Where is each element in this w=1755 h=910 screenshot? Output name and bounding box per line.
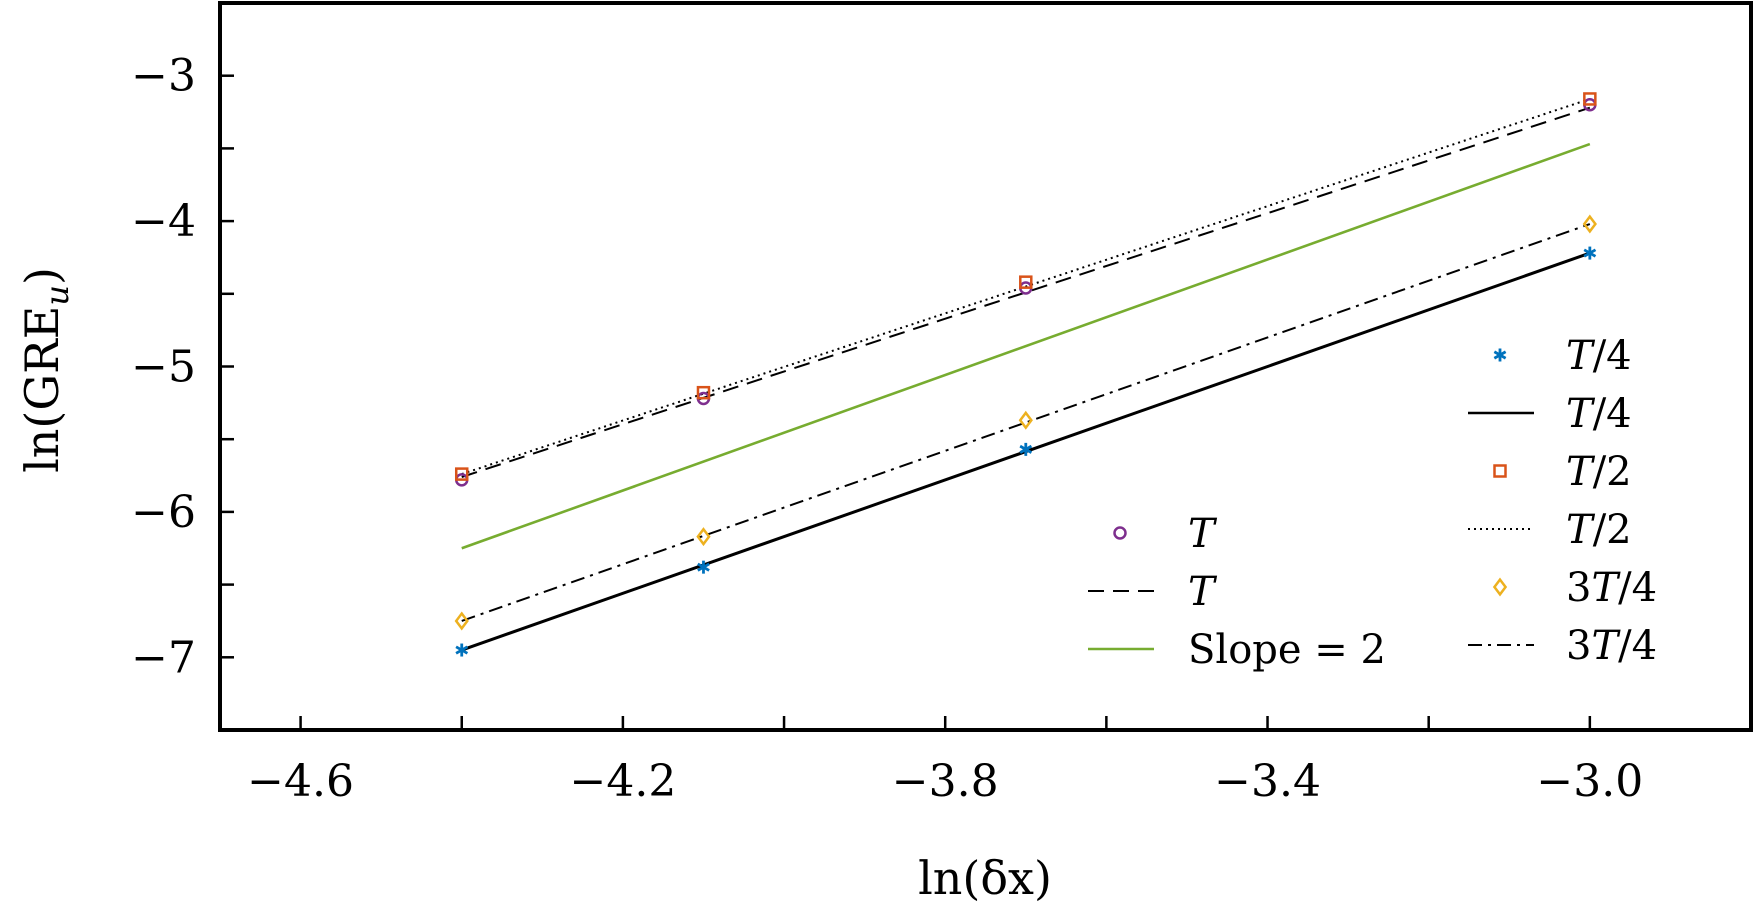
series-line-slope-2: [461, 142, 1591, 550]
data-point-diamond: [454, 611, 469, 631]
x-tick-label: −4.6: [247, 756, 354, 807]
y-axis-title-subscript: u: [38, 285, 76, 306]
x-tick-label: −3.8: [892, 756, 999, 807]
y-axis-title: ln(GREu): [15, 267, 76, 473]
data-point-diamond: [696, 527, 711, 547]
legend-label: T/2: [1566, 507, 1632, 553]
y-tick-label: −7: [131, 632, 196, 683]
legend-label: T: [1188, 569, 1218, 615]
data-point-asterisk: [1019, 442, 1033, 456]
fit-lines: [461, 98, 1591, 652]
data-point-diamond: [1018, 410, 1033, 430]
y-axis-title-close: ): [15, 267, 69, 285]
legend-marker-asterisk: [1493, 348, 1507, 362]
legend-label: Slope = 2: [1188, 627, 1386, 673]
x-axis-ticks: −4.6 −4.2 −3.8 −3.4 −3.0: [247, 716, 1643, 807]
x-tick-label: −3.4: [1214, 756, 1321, 807]
y-axis-title-main: ln(GRE: [15, 306, 69, 473]
data-point-diamond: [1582, 214, 1597, 234]
y-tick-label: −3: [131, 51, 196, 102]
legend-label: 3T/4: [1566, 623, 1657, 669]
y-tick-label: −5: [131, 342, 196, 393]
legend-label: T/2: [1566, 449, 1632, 495]
data-markers: [454, 92, 1597, 657]
series-line-t: [461, 106, 1591, 478]
data-point-square: [454, 467, 469, 481]
legend: TT Slope = 2 T/4 T/4 T/2 T/2 3T/4 3T/4: [1088, 333, 1657, 673]
legend-marker-circle: [1113, 526, 1127, 540]
x-axis-title: ln(δx): [918, 851, 1052, 905]
x-tick-label: −4.2: [569, 756, 676, 807]
data-point-square: [1019, 275, 1033, 289]
legend-marker-diamond: [1492, 577, 1508, 597]
data-point-asterisk: [697, 560, 710, 574]
plot-frame: [218, 1, 1753, 732]
y-axis-ticks: −7 −6 −5 −4 −3: [131, 51, 234, 683]
data-point-square: [696, 385, 711, 400]
series-line-3t-4: [461, 223, 1591, 622]
data-point-square: [1583, 92, 1597, 106]
data-point-asterisk: [1583, 246, 1597, 260]
data-point-asterisk: [455, 643, 469, 657]
legend-label: 3T/4: [1566, 565, 1657, 611]
legend-label: T/4: [1566, 333, 1632, 379]
legend-label: T: [1188, 511, 1218, 557]
y-tick-label: −4: [131, 196, 196, 247]
legend-marker-square: [1493, 464, 1507, 478]
y-tick-label: −6: [131, 487, 196, 538]
x-tick-label: −3.0: [1536, 756, 1643, 807]
legend-label: T/4: [1566, 391, 1632, 437]
